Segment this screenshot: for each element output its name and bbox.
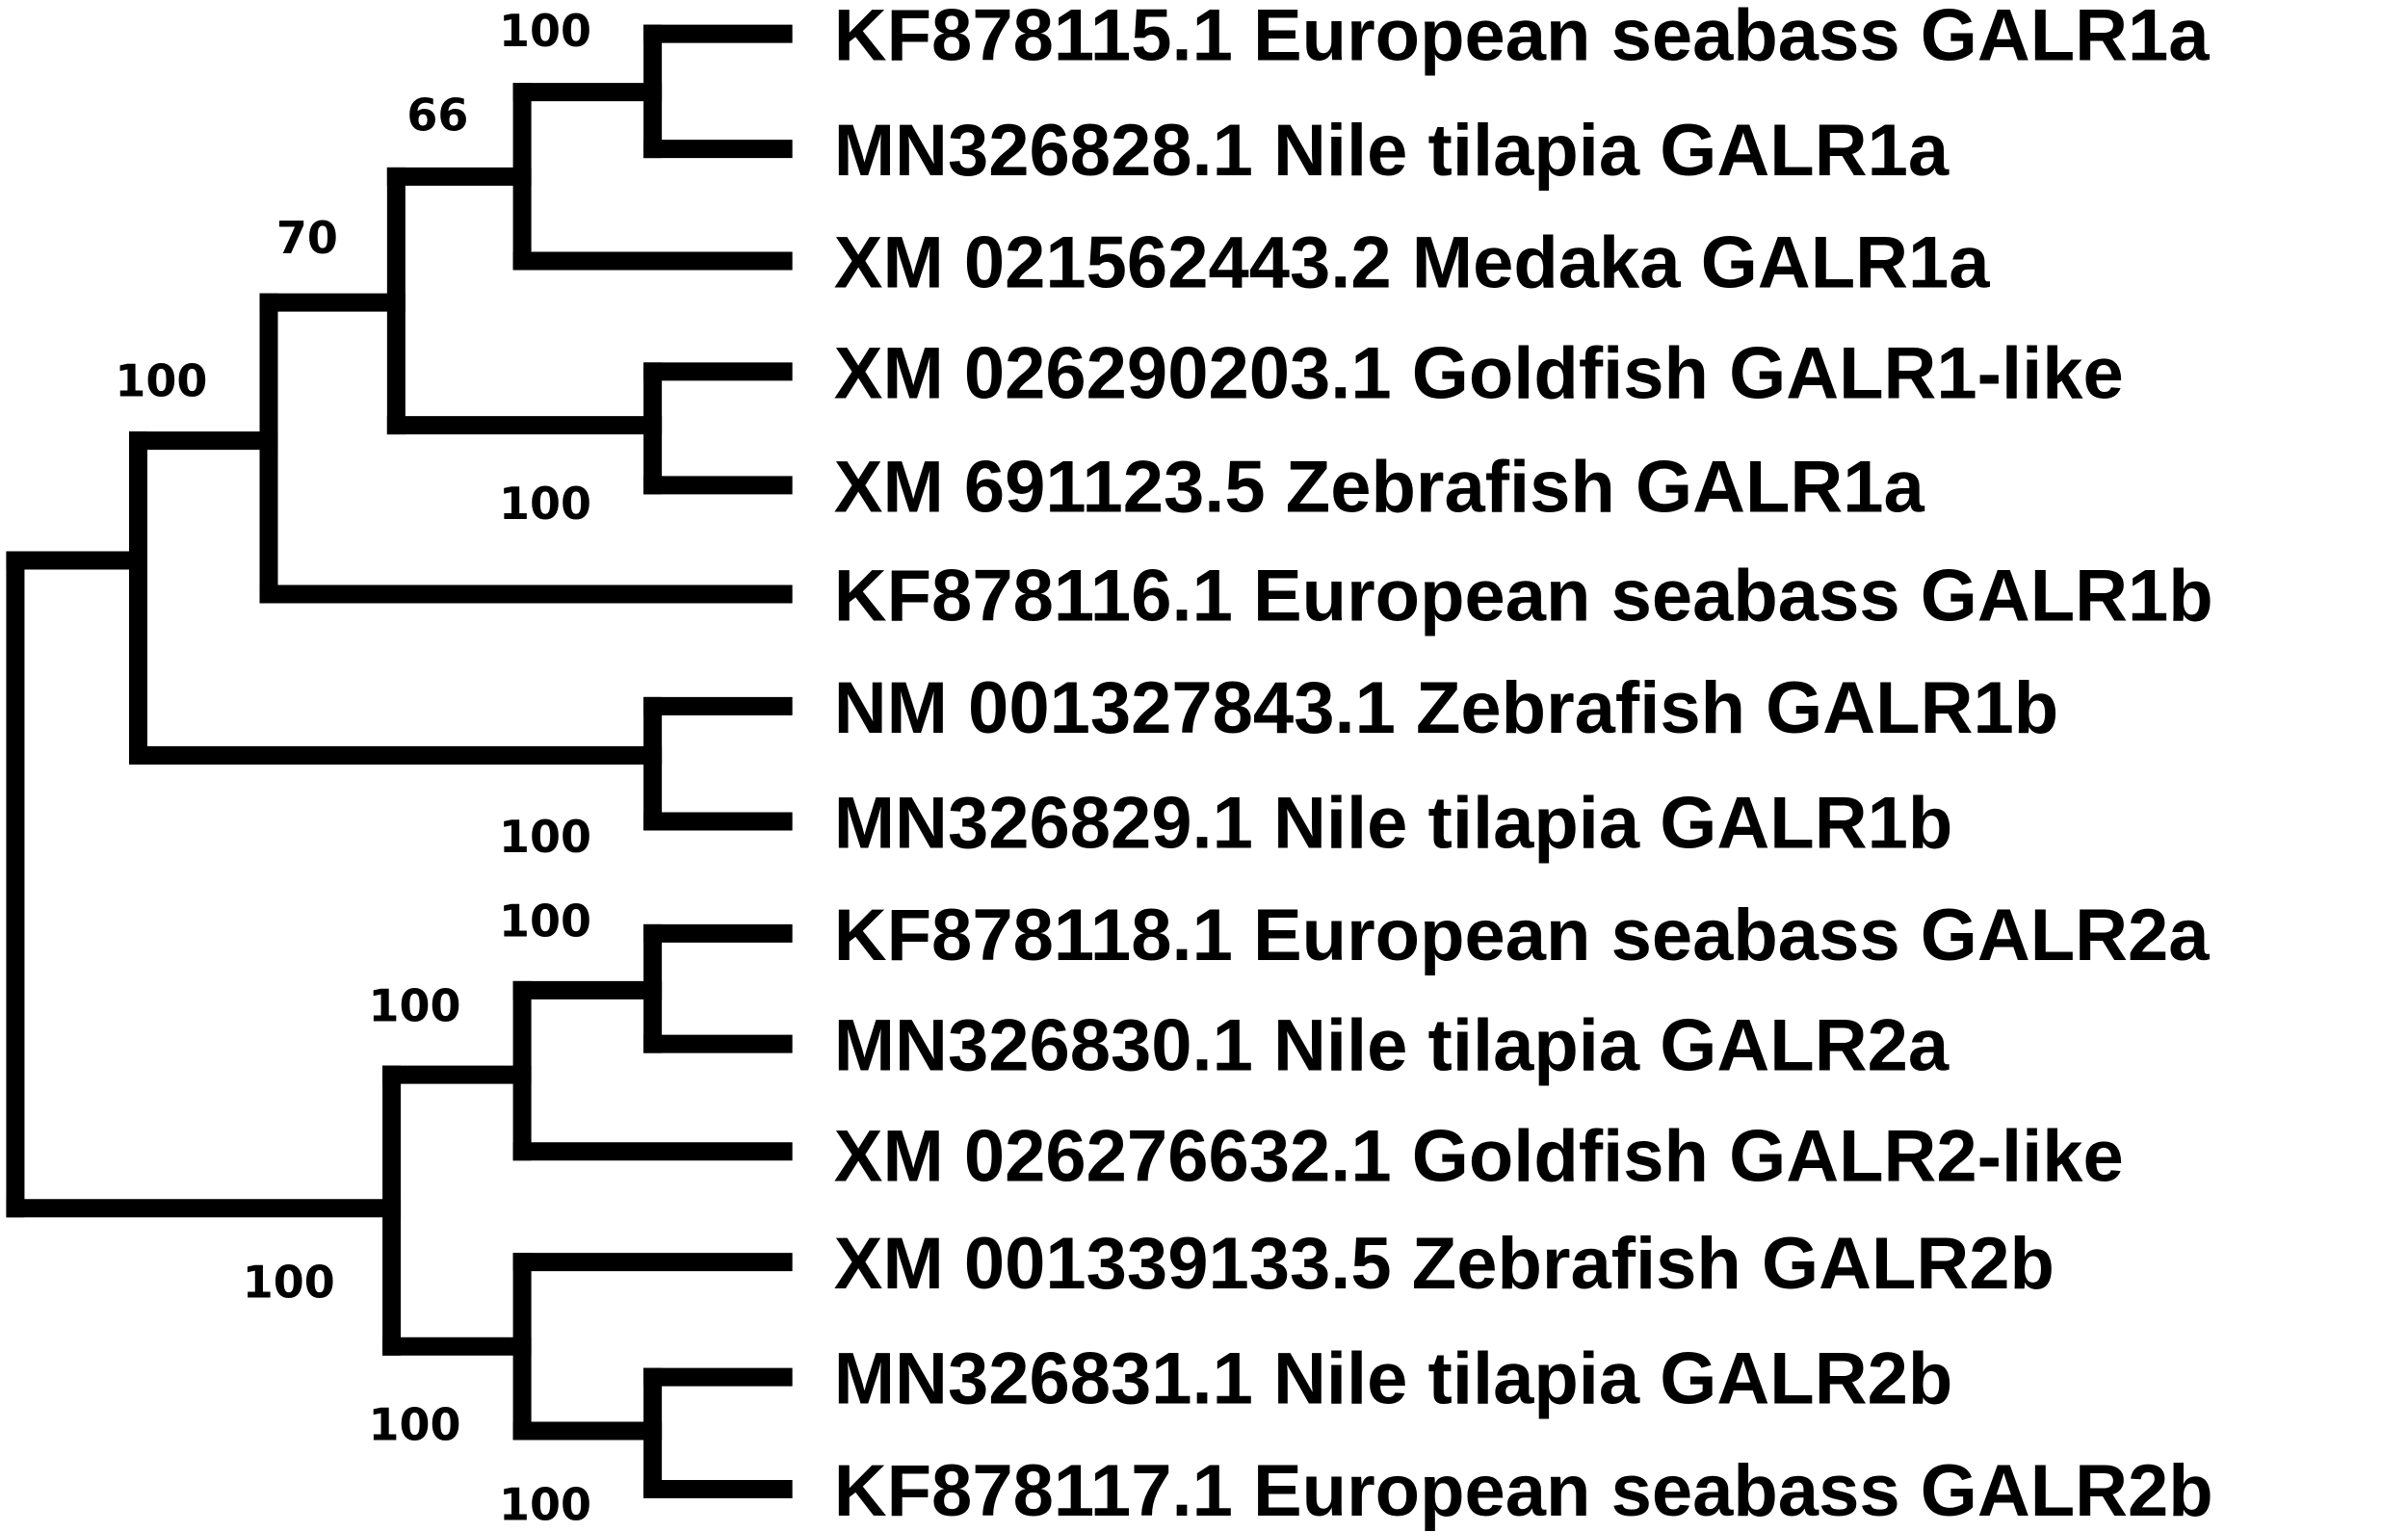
bootstrap-value: 100 [499, 811, 591, 863]
bootstrap-value: 100 [368, 1399, 460, 1451]
bootstrap-value: 100 [499, 478, 591, 530]
leaf-label: KF878118.1 European seabass GALR2a [834, 895, 2211, 976]
bootstrap-value: 100 [499, 896, 591, 948]
leaf-label: XM 026276632.1 Goldfish GALR2-like [834, 1115, 2124, 1197]
leaf-label: MN326829.1 Nile tilapia GALR1b [834, 782, 1953, 864]
leaf-label: XM 001339133.5 Zebrafish GALR2b [834, 1223, 2055, 1305]
leaf-label: MN326831.1 Nile tilapia GALR2b [834, 1338, 1953, 1420]
leaf-label: XM 026290203.1 Goldfish GALR1-like [834, 332, 2124, 414]
leaf-label: XM 691123.5 Zebrafish GALR1a [834, 446, 1925, 528]
bootstrap-value: 100 [243, 1256, 335, 1308]
bootstrap-value: 66 [406, 90, 468, 142]
leaf-label: NM 001327843.1 Zebrafish GALR1b [834, 667, 2058, 749]
bootstrap-value: 100 [368, 979, 460, 1031]
bootstrap-value: 70 [276, 212, 338, 264]
bootstrap-value: 100 [499, 1479, 591, 1531]
leaf-label: KF878116.1 European seabass GALR1b [834, 556, 2213, 637]
leaf-label: XM 021562443.2 Medaka GALR1a [834, 222, 1991, 304]
leaf-label: MN326828.1 Nile tilapia GALR1a [834, 110, 1950, 192]
leaf-label: KF878117.1 European seabass GALR2b [834, 1450, 2213, 1532]
tree-branches [6, 24, 793, 1499]
leaf-labels: KF878115.1 European seabass GALR1a MN3268… [834, 0, 2213, 1532]
support-values: 100 66 70 100 100 100 100 100 100 100 100 [115, 5, 591, 1531]
bootstrap-value: 100 [115, 354, 207, 406]
leaf-label: MN326830.1 Nile tilapia GALR2a [834, 1005, 1950, 1087]
leaf-label: KF878115.1 European seabass GALR1a [834, 0, 2211, 77]
bootstrap-value: 100 [499, 5, 591, 57]
